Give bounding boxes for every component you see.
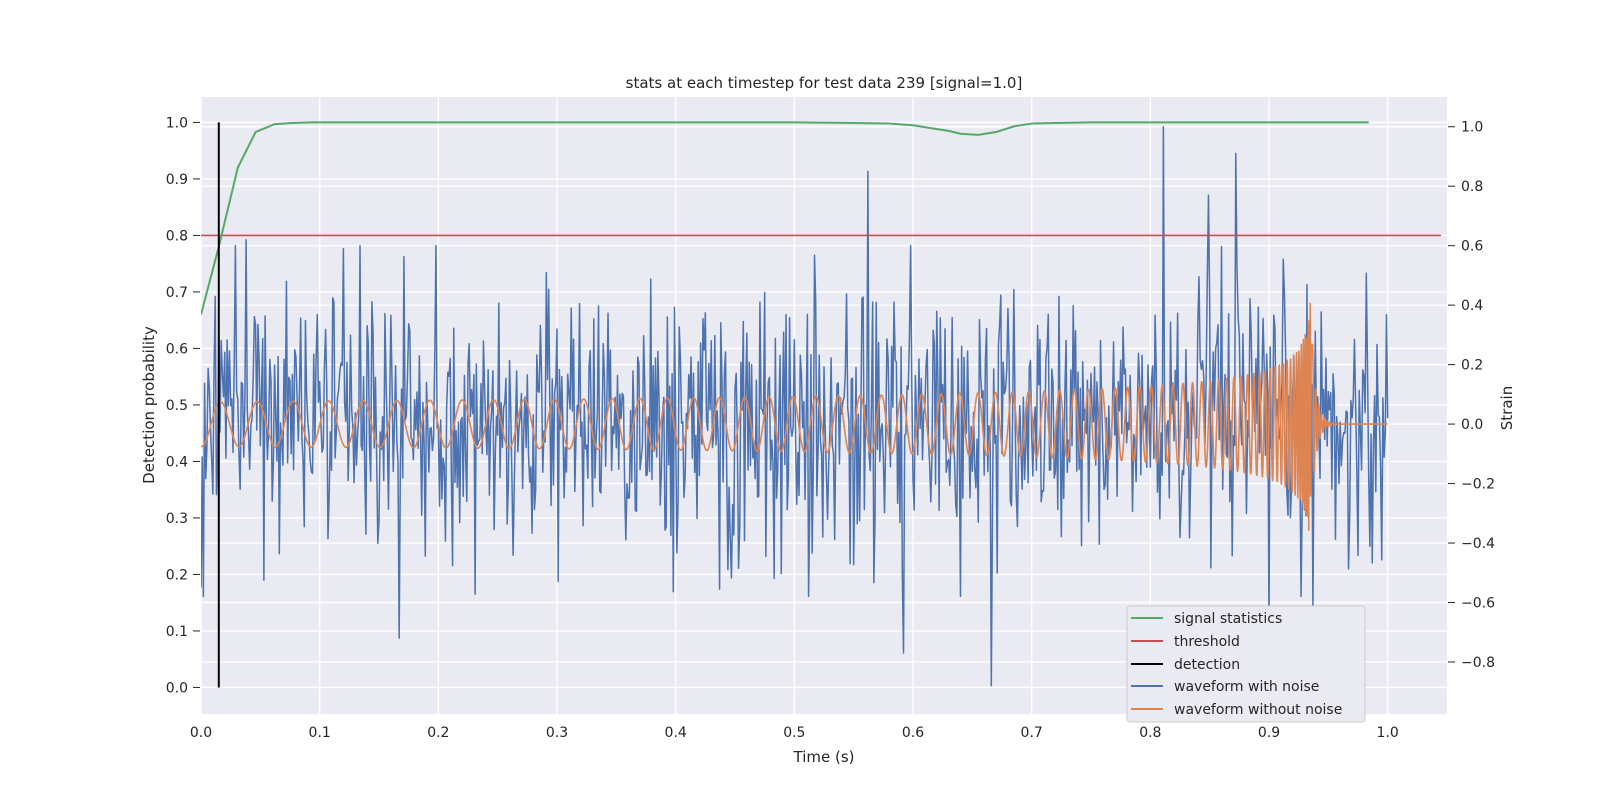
legend-label-threshold: threshold (1174, 634, 1240, 650)
y-tick-label: 0.4 (166, 454, 188, 470)
y-axis-right-title: Strain (1498, 386, 1516, 430)
x-axis-title: Time (s) (793, 748, 855, 766)
x-tick-label: 0.7 (1021, 725, 1043, 741)
x-tick-label: 0.2 (427, 725, 449, 741)
x-tick-label: 0.1 (309, 725, 331, 741)
y-right-tick-label: −0.4 (1461, 536, 1495, 552)
x-tick-label: 0.6 (902, 725, 924, 741)
legend: signal statistics threshold detection wa… (1126, 605, 1366, 723)
y-right-tick-label: 0.2 (1461, 358, 1483, 374)
series-signal-statistics (201, 121, 1369, 315)
y-right-tick-label: 1.0 (1461, 120, 1483, 136)
x-tick-label: 1.0 (1377, 725, 1399, 741)
y-right-tick-label: −0.6 (1461, 595, 1495, 611)
legend-box (1126, 605, 1366, 723)
y-tick-label: 0.1 (166, 624, 188, 640)
y-tick-label: 0.8 (166, 228, 188, 244)
legend-label-signal-statistics: signal statistics (1174, 611, 1282, 627)
legend-label-waveform-with-noise: waveform with noise (1174, 679, 1319, 695)
y-axis-title: Detection probability (140, 326, 158, 484)
y-tick-label: 0.5 (166, 398, 188, 414)
series-waveform-without-noise (201, 302, 1389, 532)
series-layer (201, 121, 1442, 688)
legend-label-detection: detection (1174, 657, 1240, 673)
y-right-tick-label: −0.2 (1461, 477, 1495, 493)
y-tick-label: 0.0 (166, 680, 188, 696)
legend-label-waveform-without-noise: waveform without noise (1174, 702, 1342, 718)
chart-title: stats at each timestep for test data 239… (626, 74, 1023, 92)
x-tick-label: 0.8 (1139, 725, 1161, 741)
x-tick-label: 0.5 (783, 725, 805, 741)
x-tick-label: 0.4 (665, 725, 687, 741)
y-tick-label: 0.2 (166, 567, 188, 583)
y-tick-label: 0.9 (166, 172, 188, 188)
y-tick-label: 0.7 (166, 285, 188, 301)
y-right-tick-label: 0.6 (1461, 239, 1483, 255)
series-waveform-with-noise (201, 125, 1389, 687)
x-tick-label: 0.9 (1258, 725, 1280, 741)
x-tick-label: 0.0 (190, 725, 212, 741)
y-right-tick-label: 0.0 (1461, 417, 1483, 433)
ticks: 0.0 0.1 0.2 0.3 0.4 0.5 0.6 0.7 0.8 0.9 1.0 0.0 0.1 0… (166, 115, 1495, 741)
y-tick-label: 0.3 (166, 511, 188, 527)
y-right-tick-label: 0.4 (1461, 298, 1483, 314)
x-tick-label: 0.3 (546, 725, 568, 741)
y-right-tick-label: 0.8 (1461, 179, 1483, 195)
y-tick-label: 0.6 (166, 341, 188, 357)
y-tick-label: 1.0 (166, 115, 188, 131)
y-right-tick-label: −0.8 (1461, 655, 1495, 671)
